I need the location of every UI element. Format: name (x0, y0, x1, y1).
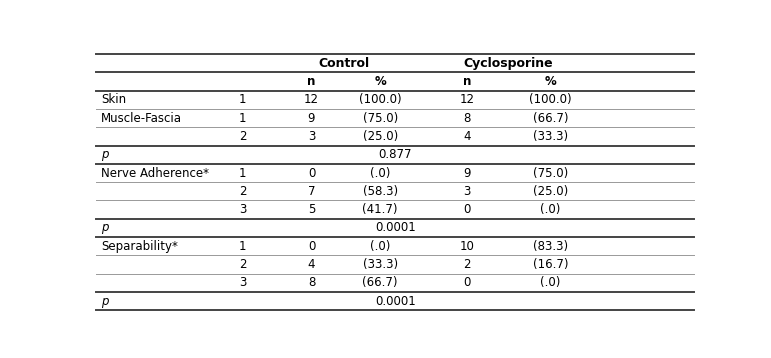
Text: 0.0001: 0.0001 (375, 295, 416, 308)
Text: 3: 3 (239, 203, 247, 216)
Text: (.0): (.0) (370, 240, 390, 253)
Text: 7: 7 (308, 185, 315, 198)
Text: 2: 2 (239, 258, 247, 271)
Text: Separability*: Separability* (101, 240, 178, 253)
Text: (41.7): (41.7) (362, 203, 398, 216)
Text: 8: 8 (308, 276, 315, 289)
Text: (83.3): (83.3) (533, 240, 568, 253)
Text: 12: 12 (304, 93, 319, 106)
Text: 0.0001: 0.0001 (375, 222, 416, 234)
Text: Control: Control (318, 57, 370, 70)
Text: (100.0): (100.0) (359, 93, 402, 106)
Text: (25.0): (25.0) (533, 185, 568, 198)
Text: %: % (544, 75, 557, 88)
Text: (.0): (.0) (540, 276, 561, 289)
Text: (33.3): (33.3) (362, 258, 398, 271)
Text: (75.0): (75.0) (533, 166, 568, 179)
Text: (58.3): (58.3) (362, 185, 398, 198)
Text: (25.0): (25.0) (362, 130, 398, 143)
Text: Muscle-Fascia: Muscle-Fascia (101, 112, 182, 125)
Text: %: % (375, 75, 386, 88)
Text: 1: 1 (239, 112, 247, 125)
Text: (33.3): (33.3) (533, 130, 568, 143)
Text: (.0): (.0) (370, 166, 390, 179)
Text: p: p (101, 222, 109, 234)
Text: 2: 2 (463, 258, 470, 271)
Text: 10: 10 (460, 240, 474, 253)
Text: p: p (101, 295, 109, 308)
Text: Cyclosporine: Cyclosporine (464, 57, 554, 70)
Text: 0: 0 (308, 166, 315, 179)
Text: (66.7): (66.7) (533, 112, 568, 125)
Text: 2: 2 (239, 185, 247, 198)
Text: 1: 1 (239, 93, 247, 106)
Text: (66.7): (66.7) (362, 276, 398, 289)
Text: Skin: Skin (101, 93, 126, 106)
Text: 9: 9 (463, 166, 470, 179)
Text: n: n (308, 75, 315, 88)
Text: 3: 3 (239, 276, 247, 289)
Text: (.0): (.0) (540, 203, 561, 216)
Text: 0: 0 (308, 240, 315, 253)
Text: 1: 1 (239, 240, 247, 253)
Text: 3: 3 (308, 130, 315, 143)
Text: 0.877: 0.877 (379, 148, 412, 161)
Text: (75.0): (75.0) (362, 112, 398, 125)
Text: Nerve Adherence*: Nerve Adherence* (101, 166, 209, 179)
Text: 4: 4 (463, 130, 470, 143)
Text: 5: 5 (308, 203, 315, 216)
Text: 1: 1 (239, 166, 247, 179)
Text: 8: 8 (463, 112, 470, 125)
Text: 2: 2 (239, 130, 247, 143)
Text: p: p (101, 148, 109, 161)
Text: 4: 4 (308, 258, 315, 271)
Text: n: n (463, 75, 471, 88)
Text: 9: 9 (308, 112, 315, 125)
Text: 0: 0 (463, 203, 470, 216)
Text: 0: 0 (463, 276, 470, 289)
Text: (100.0): (100.0) (529, 93, 572, 106)
Text: 12: 12 (460, 93, 474, 106)
Text: 3: 3 (463, 185, 470, 198)
Text: (16.7): (16.7) (533, 258, 568, 271)
